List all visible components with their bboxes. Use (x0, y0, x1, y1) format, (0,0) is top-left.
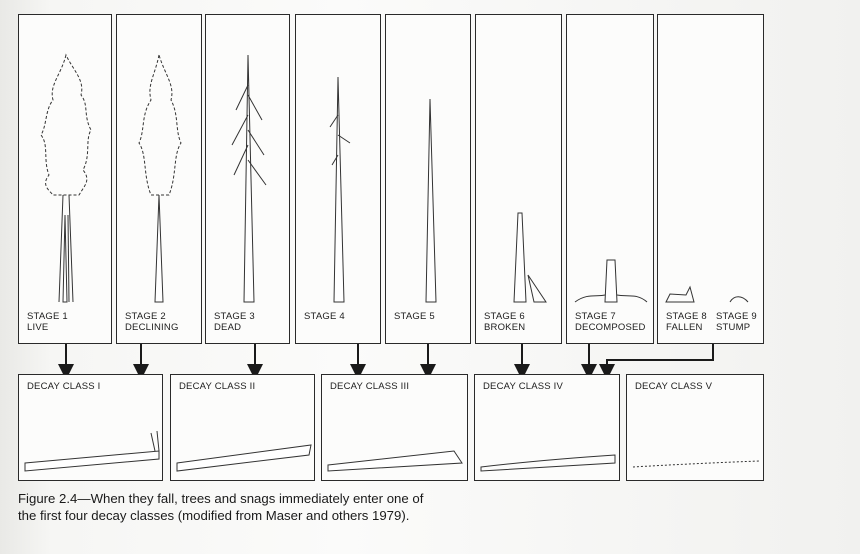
decomposed-snag-illustration (574, 259, 648, 303)
stage-panel-8-9: STAGE 8 FALLEN STAGE 9 STUMP (657, 14, 764, 344)
decay-class-1-log (24, 430, 160, 472)
stage-panel-4: STAGE 4 (295, 14, 381, 344)
stage-label-1: STAGE 1 LIVE (27, 311, 68, 333)
decay-class-5-log (632, 460, 760, 468)
stage-panel-2: STAGE 2 DECLINING (116, 14, 202, 344)
decay-class-2-log (176, 444, 312, 472)
caption-line-2: the first four decay classes (modified f… (18, 508, 410, 523)
declining-tree-illustration (138, 54, 182, 303)
stage5-snag-illustration (425, 98, 437, 303)
decay-class-5-label: DECAY CLASS V (635, 381, 713, 392)
decay-class-4-label: DECAY CLASS IV (483, 381, 564, 392)
decay-class-1-label: DECAY CLASS I (27, 381, 101, 392)
stage-panel-7: STAGE 7 DECOMPOSED (566, 14, 654, 344)
stage-label-5: STAGE 5 (394, 311, 435, 322)
decay-class-4-panel: DECAY CLASS IV (474, 374, 620, 481)
stage-label-8: STAGE 8 FALLEN (666, 311, 707, 333)
stage4-snag-illustration (329, 76, 351, 303)
stage-label-2: STAGE 2 DECLINING (125, 311, 179, 333)
decay-class-3-panel: DECAY CLASS III (321, 374, 468, 481)
figure-caption: Figure 2.4—When they fall, trees and sna… (18, 490, 558, 524)
stage-label-4: STAGE 4 (304, 311, 345, 322)
decay-class-2-label: DECAY CLASS II (179, 381, 256, 392)
dead-tree-illustration (231, 54, 267, 303)
arrow-stage8-9 (599, 344, 714, 380)
broken-snag-illustration (513, 212, 547, 303)
decay-class-2-panel: DECAY CLASS II (170, 374, 315, 481)
decay-class-5-panel: DECAY CLASS V (626, 374, 764, 481)
fallen-and-stump-illustration (665, 285, 749, 303)
stage-label-7: STAGE 7 DECOMPOSED (575, 311, 646, 333)
stage-panel-5: STAGE 5 (385, 14, 471, 344)
decay-class-3-label: DECAY CLASS III (330, 381, 410, 392)
stage-label-6: STAGE 6 BROKEN (484, 311, 526, 333)
stage-label-3: STAGE 3 DEAD (214, 311, 255, 333)
stage-panel-3: STAGE 3 DEAD (205, 14, 290, 344)
decay-class-3-log (327, 450, 463, 472)
caption-line-1: Figure 2.4—When they fall, trees and sna… (18, 491, 424, 506)
live-tree-illustration (40, 53, 92, 303)
stage-panel-6: STAGE 6 BROKEN (475, 14, 562, 344)
stage-panel-1: STAGE 1 LIVE (18, 14, 112, 344)
decay-class-4-log (480, 454, 616, 472)
stage-label-9: STAGE 9 STUMP (716, 311, 757, 333)
decay-class-1-panel: DECAY CLASS I (18, 374, 163, 481)
